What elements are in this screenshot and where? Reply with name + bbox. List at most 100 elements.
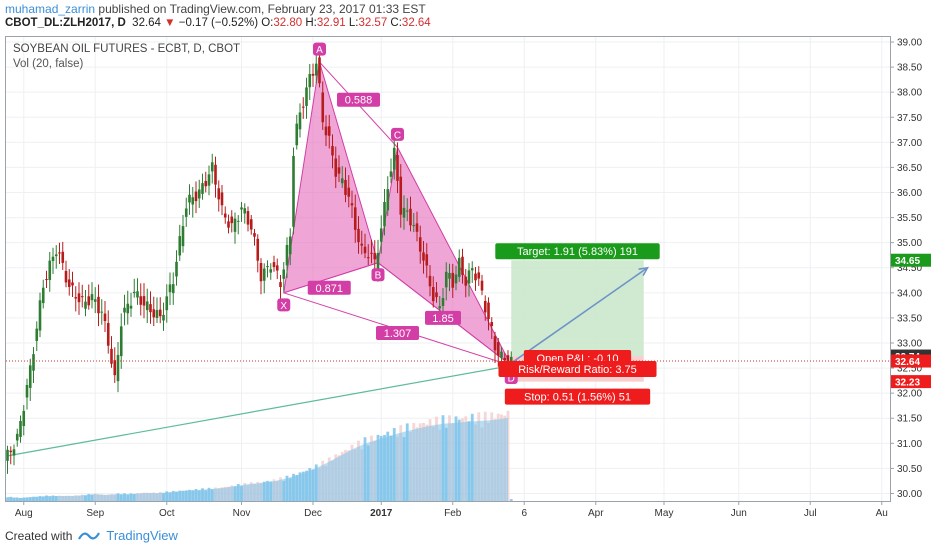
candle-body <box>12 449 16 456</box>
candle-body <box>35 328 39 341</box>
candle-body <box>483 300 487 313</box>
candle-body <box>448 273 451 279</box>
candle-body <box>272 262 276 268</box>
ratio-label: 1.85 <box>432 313 453 325</box>
y-tick-label: 38.00 <box>897 88 922 99</box>
candle-body <box>61 251 65 263</box>
ratio-badge <box>337 92 380 107</box>
high-label: H: <box>305 17 317 29</box>
tradingview-brand[interactable]: TradingView <box>106 528 178 543</box>
candle-body <box>162 314 165 321</box>
candle-body <box>256 238 260 261</box>
risk-reward-label-bg <box>498 361 657 378</box>
candle-body <box>415 223 419 232</box>
down-arrow-icon: ▼ <box>164 17 176 29</box>
candle-body <box>386 189 390 211</box>
symbol-bar: CBOT_DL:ZLH2017, D 32.64 ▼ −0.17 (−0.52%… <box>5 17 431 29</box>
candle-body <box>188 194 191 203</box>
y-tick-label: 39.00 <box>897 38 922 49</box>
open-value: 32.80 <box>273 17 303 29</box>
price-tag-label: 32.23 <box>895 378 920 389</box>
candle-body <box>64 270 68 283</box>
candle-body <box>233 218 237 232</box>
y-tick-label: 36.50 <box>897 163 922 174</box>
ratio-badge <box>307 280 351 295</box>
candle-body <box>204 180 208 187</box>
candle-body <box>454 274 458 284</box>
candle-body <box>207 174 211 186</box>
candle-body <box>490 322 494 327</box>
candle-body <box>145 301 149 311</box>
candle-body <box>412 225 416 227</box>
candle-body <box>285 245 289 266</box>
candle-body <box>279 282 282 288</box>
candle-body <box>373 253 377 260</box>
candle-body <box>262 268 266 281</box>
x-tick-label: Aug <box>15 508 33 519</box>
candle-body <box>139 296 143 305</box>
low-value: 32.57 <box>358 17 388 29</box>
pattern-point-label: X <box>280 301 287 312</box>
candle-body <box>334 158 338 177</box>
created-with-text: Created with <box>5 528 73 543</box>
close-value: 32.64 <box>401 17 431 29</box>
candle-body <box>90 294 94 301</box>
y-tick-label: 32.00 <box>897 389 922 400</box>
candle-body <box>363 246 367 254</box>
candle-body <box>418 237 422 252</box>
candle-body <box>197 189 201 199</box>
candle-body <box>470 268 474 271</box>
candle-body <box>461 256 464 275</box>
candle-body <box>402 207 406 218</box>
candle-body <box>370 252 373 254</box>
projection-arrow <box>510 267 648 364</box>
candle-body <box>324 126 328 136</box>
y-tick-label: 37.00 <box>897 138 922 149</box>
volume-legend: Vol (20, false) <box>13 58 84 70</box>
ratio-badge <box>376 325 419 340</box>
candle-body <box>360 243 364 246</box>
candle-body <box>171 284 175 294</box>
price-tag-bg <box>891 253 931 267</box>
candle-body <box>444 271 448 288</box>
risk-reward-label: Risk/Reward Ratio: 3.75 <box>498 361 657 378</box>
candle-body <box>38 300 42 331</box>
target-label: Target: 1.91 (5.83%) 191 <box>495 243 660 260</box>
candle-body <box>9 450 13 453</box>
stop-label: Stop: 0.51 (1.56%) 51 <box>504 388 651 405</box>
x-tick-label: Jun <box>731 508 747 519</box>
candle-body <box>301 106 305 108</box>
candle-body <box>152 309 156 318</box>
y-tick-label: 38.50 <box>897 63 922 74</box>
trend-line <box>7 364 512 457</box>
x-tick-label: 6 <box>521 508 527 519</box>
risk-reward-label-text: Risk/Reward Ratio: 3.75 <box>518 364 637 376</box>
candle-body <box>51 256 55 261</box>
arrow-head-icon <box>638 266 650 276</box>
candle-body <box>396 155 399 181</box>
candle-body <box>441 298 445 306</box>
candle-body <box>431 287 435 302</box>
candle-body <box>292 155 295 227</box>
candle-body <box>54 254 58 257</box>
candle-body <box>100 311 104 313</box>
candle-body <box>503 357 507 361</box>
symbol-name: CBOT_DL:ZLH2017, D <box>5 17 126 29</box>
candle-body <box>230 216 234 224</box>
ratio-label: 0.871 <box>315 283 343 295</box>
candle-body <box>158 309 162 317</box>
candle-body <box>220 192 224 206</box>
candle-body <box>45 279 48 281</box>
candle-body <box>487 302 490 319</box>
candle-body <box>194 191 198 202</box>
candle-body <box>389 171 393 177</box>
candle-body <box>19 420 22 437</box>
candle-body <box>331 146 334 156</box>
author-link[interactable]: muhamad_zarrin <box>5 2 96 16</box>
candle-body <box>435 292 438 298</box>
y-tick-label: 31.50 <box>897 414 922 425</box>
candle-body <box>97 296 100 314</box>
candle-body <box>318 57 321 84</box>
footer: Created with TradingView <box>5 528 178 543</box>
